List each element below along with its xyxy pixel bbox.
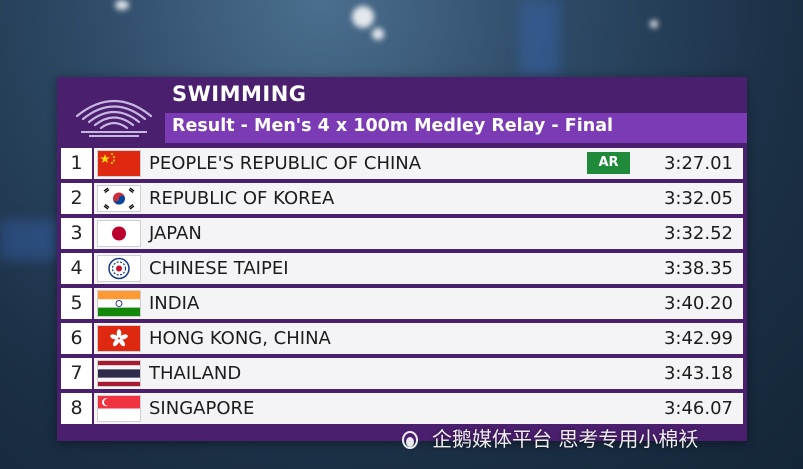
- country-name: JAPAN: [149, 223, 202, 244]
- finish-time: 3:43.18: [663, 363, 733, 384]
- china-flag-icon: [98, 151, 140, 176]
- rank-number: 7: [61, 358, 94, 389]
- singapore-flag-icon: [98, 396, 140, 421]
- result-row: 7 THAILAND 3:43.18: [61, 358, 743, 389]
- pool-lane-rope: [520, 0, 560, 75]
- result-row: 6 HONG KONG, CHINA 3:42.99: [61, 323, 743, 354]
- japan-flag-icon: [98, 221, 140, 246]
- watermark-text: 企鹅媒体平台 思考专用小棉袄: [432, 427, 699, 451]
- rank-number: 2: [61, 183, 94, 214]
- rank-number: 1: [61, 148, 94, 179]
- country-name: SINGAPORE: [149, 398, 255, 419]
- results-header: SWIMMING Result - Men's 4 x 100m Medley …: [57, 77, 747, 145]
- finish-time: 3:38.35: [663, 258, 733, 279]
- finish-time: 3:32.05: [663, 188, 733, 209]
- stadium-light: [372, 28, 384, 40]
- country-name: THAILAND: [149, 363, 242, 384]
- chinese-taipei-flag-icon: [98, 256, 140, 281]
- rank-number: 5: [61, 288, 94, 319]
- pool-lane-rope: [0, 220, 60, 260]
- result-row: 5 INDIA 3:40.20: [61, 288, 743, 319]
- hong-kong-flag-icon: [98, 326, 140, 351]
- event-title-bar: Result - Men's 4 x 100m Medley Relay - F…: [165, 113, 747, 143]
- rank-number: 3: [61, 218, 94, 249]
- stadium-light: [115, 0, 129, 10]
- result-row: 1 PEOPLE'S REPUBLIC OF CHINA AR 3:27.01: [61, 148, 743, 179]
- country-name: CHINESE TAIPEI: [149, 258, 289, 279]
- korea-flag-icon: [98, 186, 140, 211]
- penguin-watermark-icon: [402, 431, 418, 449]
- finish-time: 3:32.52: [663, 223, 733, 244]
- india-flag-icon: [98, 291, 140, 316]
- country-name: HONG KONG, CHINA: [149, 328, 331, 349]
- result-row: 2 REPUBLIC OF KOREA 3:32.05: [61, 183, 743, 214]
- rank-number: 8: [61, 393, 94, 424]
- result-row: 8 SINGAPORE 3:46.07: [61, 393, 743, 424]
- sport-title: SWIMMING: [172, 82, 307, 106]
- record-badge: AR: [587, 152, 630, 174]
- result-row: 3 JAPAN 3:32.52: [61, 218, 743, 249]
- result-row: 4 CHINESE TAIPEI 3:38.35: [61, 253, 743, 284]
- results-table: 1 PEOPLE'S REPUBLIC OF CHINA AR 3:27.01 …: [61, 148, 743, 428]
- event-title: Result - Men's 4 x 100m Medley Relay - F…: [172, 116, 614, 136]
- stadium-light: [650, 20, 658, 28]
- thailand-flag-icon: [98, 361, 140, 386]
- results-panel: SWIMMING Result - Men's 4 x 100m Medley …: [57, 77, 747, 441]
- country-name: REPUBLIC OF KOREA: [149, 188, 335, 209]
- finish-time: 3:46.07: [663, 398, 733, 419]
- country-name: PEOPLE'S REPUBLIC OF CHINA: [149, 153, 422, 174]
- rank-number: 4: [61, 253, 94, 284]
- finish-time: 3:42.99: [663, 328, 733, 349]
- games-logo-icon: [75, 99, 153, 137]
- finish-time: 3:27.01: [663, 153, 733, 174]
- rank-number: 6: [61, 323, 94, 354]
- stadium-light: [352, 6, 374, 28]
- finish-time: 3:40.20: [663, 293, 733, 314]
- country-name: INDIA: [149, 293, 200, 314]
